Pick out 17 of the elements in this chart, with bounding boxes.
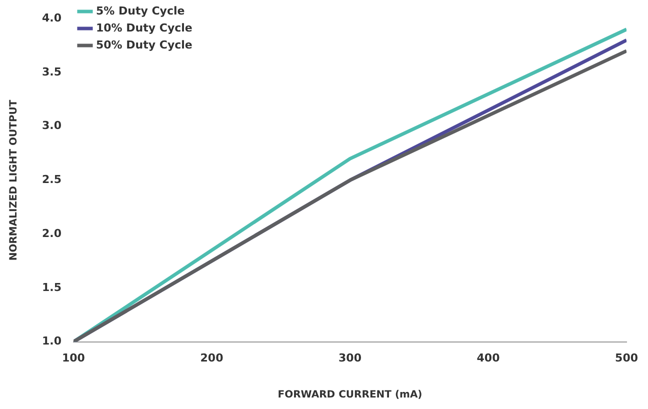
legend-label: 5% Duty Cycle xyxy=(96,4,185,18)
y-axis-title: NORMALIZED LIGHT OUTPUT xyxy=(8,100,20,261)
y-tick-label: 1.5 xyxy=(42,280,62,294)
x-tick-label: 300 xyxy=(338,351,362,364)
y-tick-label: 2.0 xyxy=(42,226,62,240)
y-tick-label: 3.5 xyxy=(42,65,62,78)
x-tick-label: 500 xyxy=(615,351,638,364)
y-tick-label: 1.0 xyxy=(42,334,62,348)
y-tick-label: 3.0 xyxy=(42,119,62,132)
x-tick-label: 200 xyxy=(200,351,224,364)
legend-label: 50% Duty Cycle xyxy=(96,38,192,52)
legend-label: 10% Duty Cycle xyxy=(96,21,192,34)
x-axis-title: FORWARD CURRENT (mA) xyxy=(278,390,422,401)
y-tick-label: 4.0 xyxy=(42,11,62,24)
y-tick-label: 2.5 xyxy=(42,173,62,186)
x-tick-label: 100 xyxy=(62,351,86,364)
x-tick-label: 400 xyxy=(476,351,500,364)
